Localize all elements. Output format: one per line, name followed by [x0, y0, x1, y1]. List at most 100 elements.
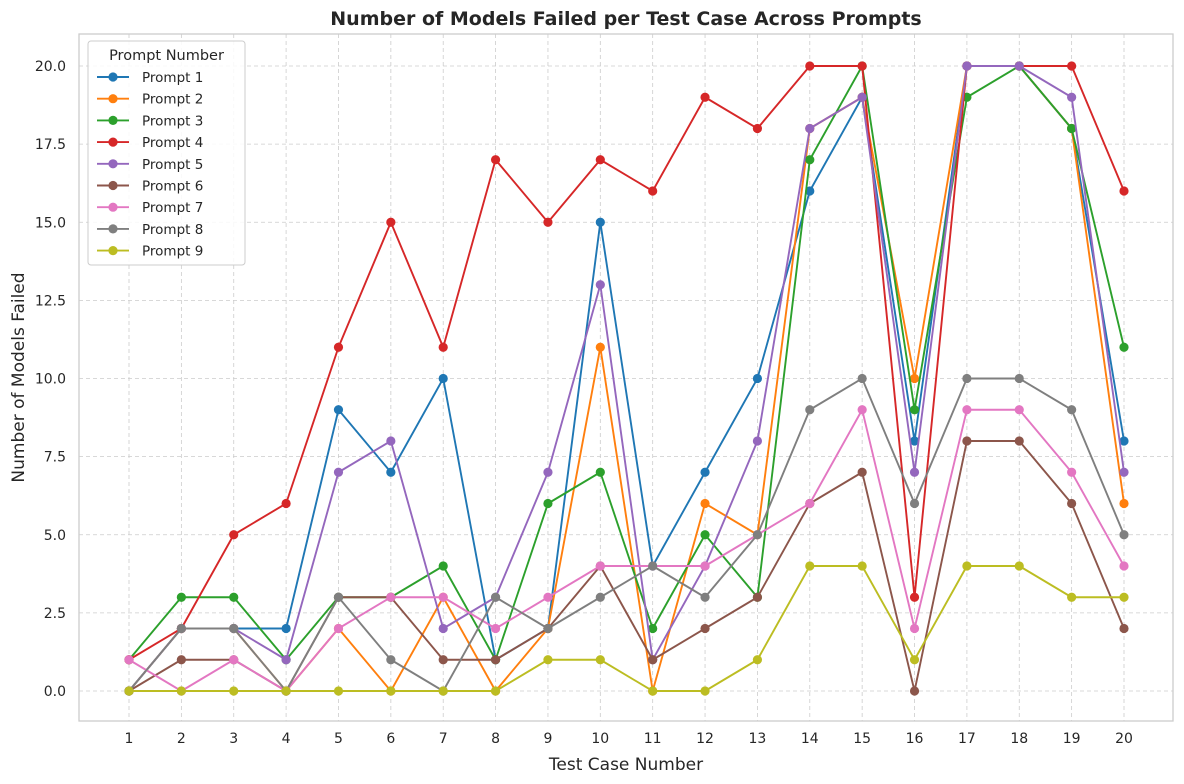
- y-tick-label: 20.0: [35, 59, 66, 75]
- legend-marker: [108, 246, 118, 256]
- data-point: [124, 655, 134, 665]
- data-point: [700, 467, 710, 477]
- data-point: [281, 498, 291, 509]
- data-point: [229, 592, 239, 602]
- data-point: [648, 561, 658, 571]
- plot-frame: [78, 33, 1174, 722]
- x-tick-label: 3: [229, 731, 238, 747]
- x-tick-label: 2: [177, 731, 186, 747]
- data-point: [909, 655, 920, 665]
- data-point: [543, 592, 553, 602]
- data-point: [805, 498, 815, 509]
- data-point: [333, 342, 344, 352]
- x-axis-label: Test Case Number: [548, 755, 703, 775]
- data-point: [700, 623, 710, 634]
- data-point: [333, 592, 344, 602]
- data-point: [438, 623, 448, 634]
- data-point: [700, 592, 710, 602]
- data-point: [281, 655, 291, 665]
- data-point: [386, 467, 396, 477]
- data-point: [595, 280, 605, 290]
- data-point: [700, 530, 710, 540]
- data-point: [805, 155, 815, 165]
- data-point: [176, 655, 186, 665]
- legend-label: Prompt 4: [142, 135, 203, 151]
- legend-entry: Prompt 4: [97, 135, 203, 151]
- data-point: [700, 498, 710, 509]
- data-point: [962, 373, 972, 384]
- legend-label: Prompt 6: [142, 179, 203, 195]
- data-point: [805, 405, 815, 415]
- legend-entry: Prompt 2: [97, 92, 203, 108]
- data-point: [648, 186, 658, 196]
- data-point: [281, 686, 291, 696]
- legend-label: Prompt 2: [142, 92, 203, 108]
- data-point: [229, 623, 239, 634]
- data-point: [1014, 61, 1024, 71]
- chart-title: Number of Models Failed per Test Case Ac…: [330, 8, 921, 30]
- data-point: [857, 92, 867, 102]
- legend-marker: [108, 72, 118, 82]
- x-tick-label: 9: [543, 731, 552, 747]
- x-tick-label: 13: [749, 731, 767, 747]
- data-point: [386, 217, 396, 227]
- data-point: [962, 561, 972, 571]
- data-point: [595, 217, 605, 227]
- x-tick-label: 18: [1010, 731, 1028, 747]
- data-point: [909, 498, 920, 509]
- data-point: [1119, 436, 1129, 446]
- legend-label: Prompt 3: [142, 113, 203, 129]
- data-point: [1067, 405, 1077, 415]
- data-point: [700, 92, 710, 102]
- legend-label: Prompt 1: [142, 70, 203, 86]
- data-point: [1067, 123, 1077, 134]
- data-point: [805, 61, 815, 71]
- legend-entry: Prompt 3: [97, 113, 203, 129]
- data-point: [1119, 592, 1129, 602]
- data-point: [229, 655, 239, 665]
- x-tick-label: 11: [644, 731, 662, 747]
- series-line: [129, 565, 1124, 692]
- x-tick-label: 12: [696, 731, 714, 747]
- series-line: [128, 65, 1125, 661]
- data-point: [490, 592, 501, 602]
- data-point: [595, 342, 605, 352]
- tick-labels: 1 2 3 4 5 6 7 8 9 10 11 12 13 14 15 16 17 18 19 200.02.55.0…: [35, 59, 1133, 747]
- series-9: [124, 561, 1129, 696]
- data-point: [752, 530, 763, 540]
- x-tick-label: 7: [439, 731, 448, 747]
- legend-marker: [108, 137, 118, 147]
- data-point: [752, 436, 763, 446]
- data-point: [857, 61, 867, 71]
- x-tick-label: 16: [906, 731, 924, 747]
- data-point: [962, 436, 972, 446]
- legend-marker: [108, 94, 118, 104]
- data-point: [752, 592, 763, 602]
- data-point: [333, 623, 344, 634]
- data-point: [543, 498, 553, 509]
- data-point: [752, 123, 763, 134]
- x-tick-label: 15: [853, 731, 871, 747]
- legend-label: Prompt 5: [142, 157, 203, 173]
- data-point: [386, 655, 396, 665]
- legend-marker: [108, 202, 118, 212]
- data-point: [595, 592, 605, 602]
- data-point: [438, 561, 448, 571]
- data-point: [490, 623, 501, 634]
- data-point: [490, 686, 501, 696]
- y-axis-label: Number of Models Failed: [9, 272, 29, 482]
- data-point: [176, 592, 186, 602]
- data-point: [386, 436, 396, 446]
- legend-label: Prompt 8: [142, 222, 203, 238]
- data-point: [1067, 467, 1077, 477]
- series-line: [128, 408, 1125, 692]
- x-tick-label: 10: [591, 731, 609, 747]
- legend-box: [87, 40, 246, 266]
- data-point: [857, 467, 867, 477]
- data-point: [1014, 561, 1024, 571]
- data-point: [1067, 592, 1077, 602]
- data-point: [595, 155, 605, 165]
- x-tick-label: 4: [282, 731, 291, 747]
- data-point: [962, 61, 972, 71]
- legend-marker: [108, 115, 118, 125]
